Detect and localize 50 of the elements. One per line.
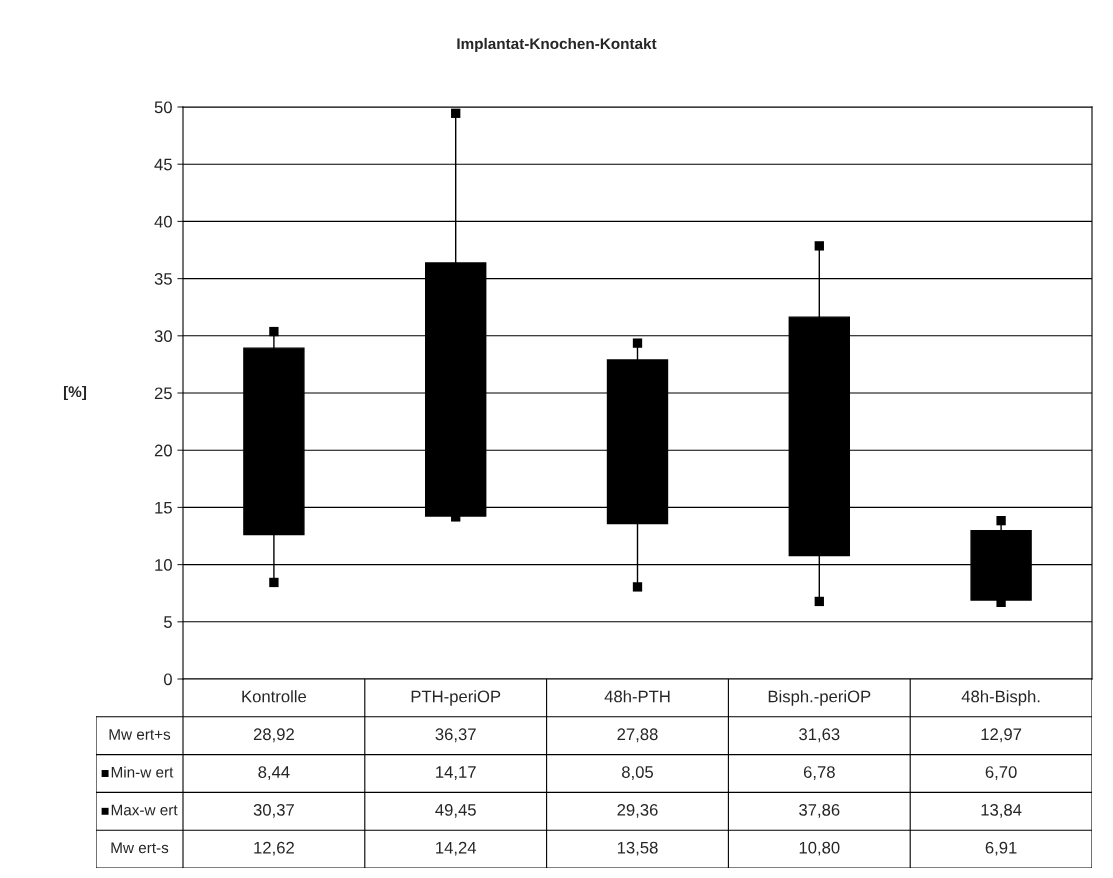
y-tick-label: 50	[154, 101, 172, 114]
text: 36,37	[435, 728, 476, 743]
data-label: 37,86	[799, 803, 840, 818]
data-label: 6,70	[985, 766, 1017, 780]
y-axis-title: [%]	[63, 385, 87, 401]
x-tick-label: 48h-PTH	[604, 690, 670, 703]
data-label: 6,78	[803, 766, 835, 780]
data-label: 8,44	[258, 766, 290, 780]
text: 31,63	[799, 728, 840, 743]
y-tick-label: 15	[155, 501, 172, 514]
y-tick-label: 40	[154, 215, 172, 228]
point	[996, 516, 1006, 526]
point	[269, 326, 279, 337]
text: Mw ert-s	[111, 842, 169, 854]
y-tick-label: 20	[154, 444, 172, 457]
text: 13,58	[617, 841, 658, 856]
point	[814, 241, 824, 251]
y-tick-label: 35	[154, 273, 172, 285]
data-label: 30,37	[253, 803, 294, 818]
y-tick-label: 10	[155, 559, 172, 571]
legend-label: Min-w ert	[111, 766, 174, 778]
text: 28,92	[253, 728, 294, 743]
point	[632, 582, 643, 592]
y-tick-label: 45	[154, 158, 172, 171]
data-label: 8,05	[622, 766, 654, 780]
text: 10,80	[799, 841, 840, 856]
point	[814, 596, 824, 607]
point	[269, 577, 279, 588]
data-label: 14,17	[436, 766, 476, 780]
x-tick-label: 48h-Bisph.	[961, 690, 1040, 706]
y-tick-label: 5	[163, 616, 172, 628]
x-tick-label: PTH-periOP	[411, 690, 501, 706]
x-tick-label: Kontrolle	[242, 690, 307, 703]
point	[632, 338, 643, 348]
text: Mw ert+s	[109, 729, 171, 740]
text: 14,24	[436, 841, 477, 856]
data-label: 13,84	[981, 803, 1022, 818]
y-tick-label: 25	[154, 387, 172, 400]
text: 12,97	[981, 728, 1022, 743]
text: 6,91	[985, 841, 1017, 856]
chart-title: Implantat-Knochen-Kontakt	[457, 37, 657, 53]
data-label: 29,36	[617, 803, 658, 818]
point	[451, 108, 461, 118]
x-tick-label: Bisph.-periOP	[768, 690, 871, 706]
text: 12,62	[254, 841, 294, 856]
y-tick-label: 30	[154, 330, 172, 342]
y-tick-label: 0	[163, 673, 172, 686]
text: 27,88	[617, 728, 658, 743]
legend-label: Max-w ert	[111, 804, 178, 816]
data-label: 49,45	[435, 803, 476, 818]
